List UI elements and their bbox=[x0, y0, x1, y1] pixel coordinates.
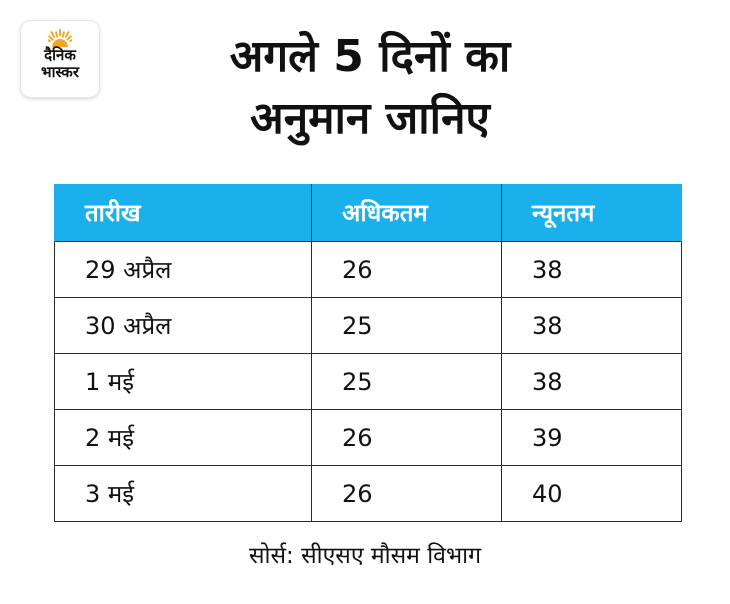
max-cell: 26 bbox=[311, 241, 502, 298]
max-cell: 26 bbox=[311, 409, 502, 466]
table-row: 2 मई 26 39 bbox=[54, 409, 682, 466]
min-cell: 38 bbox=[501, 353, 682, 410]
date-cell: 1 मई bbox=[54, 353, 312, 410]
table-header-row: तारीख अधिकतम न्यूनतम bbox=[54, 184, 682, 242]
max-cell: 26 bbox=[311, 465, 502, 522]
title-line1: अगले 5 दिनों का bbox=[229, 31, 511, 82]
date-cell: 29 अप्रैल bbox=[54, 241, 312, 298]
min-cell: 38 bbox=[501, 297, 682, 354]
min-cell: 38 bbox=[501, 241, 682, 298]
date-cell: 3 मई bbox=[54, 465, 312, 522]
min-cell: 39 bbox=[501, 409, 682, 466]
header-max: अधिकतम bbox=[311, 184, 502, 242]
page-title: अगले 5 दिनों का अनुमान जानिए bbox=[120, 26, 620, 150]
table-row: 3 मई 26 40 bbox=[54, 465, 682, 522]
min-cell: 40 bbox=[501, 465, 682, 522]
date-cell: 30 अप्रैल bbox=[54, 297, 312, 354]
table-row: 1 मई 25 38 bbox=[54, 353, 682, 410]
sun-icon bbox=[48, 29, 72, 47]
title-line2: अनुमान जानिए bbox=[250, 93, 490, 144]
table-row: 30 अप्रैल 25 38 bbox=[54, 297, 682, 354]
dainik-bhaskar-logo: दैनिक भास्कर bbox=[21, 21, 99, 97]
max-cell: 25 bbox=[311, 297, 502, 354]
max-cell: 25 bbox=[311, 353, 502, 410]
source-note: सोर्स: सीएसए मौसम विभाग bbox=[248, 543, 482, 569]
header-min: न्यूनतम bbox=[501, 184, 682, 242]
header-date: तारीख bbox=[54, 184, 312, 242]
table-row: 29 अप्रैल 26 38 bbox=[54, 241, 682, 298]
logo-text-line2: भास्कर bbox=[41, 63, 79, 81]
forecast-table: तारीख अधिकतम न्यूनतम 29 अप्रैल 26 38 30 … bbox=[54, 184, 682, 522]
date-cell: 2 मई bbox=[54, 409, 312, 466]
logo-text-line1: दैनिक bbox=[44, 46, 76, 64]
